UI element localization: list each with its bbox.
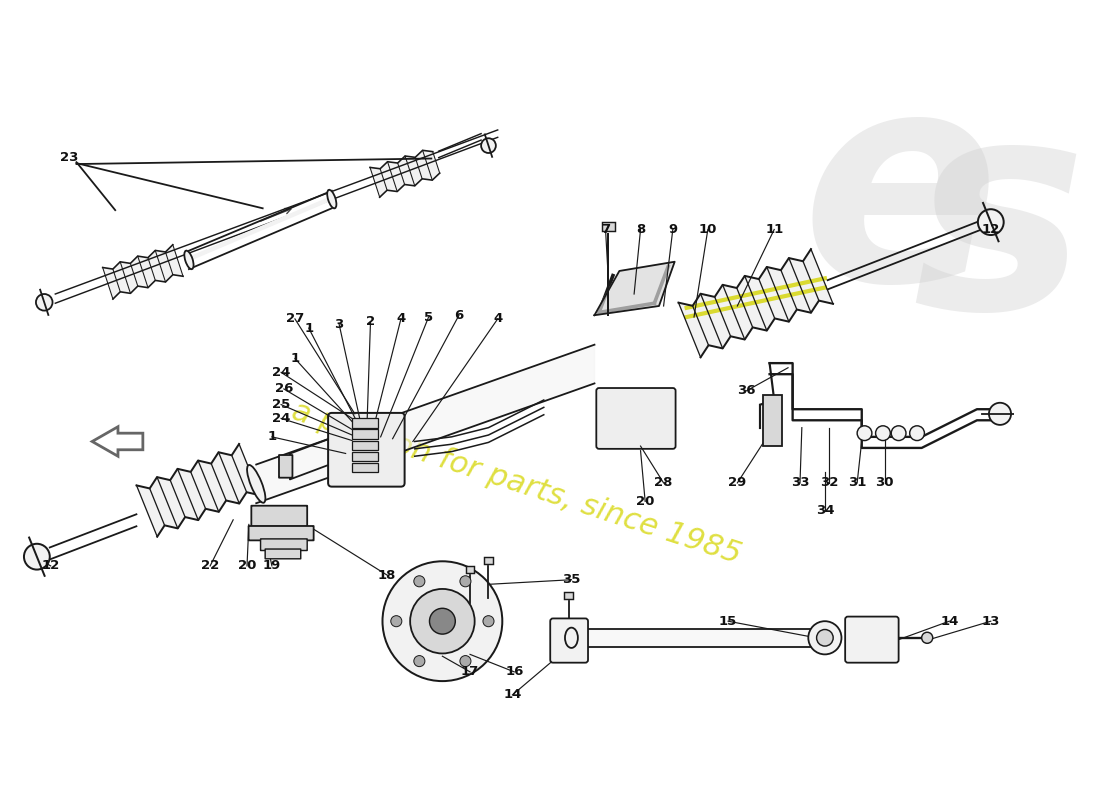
Text: 13: 13 [981,614,1000,628]
Text: 14: 14 [504,689,521,702]
Text: 36: 36 [737,384,756,398]
Circle shape [429,608,455,634]
Circle shape [460,576,471,587]
Polygon shape [102,245,183,299]
Circle shape [816,630,833,646]
Circle shape [36,294,53,310]
FancyBboxPatch shape [352,441,378,450]
Circle shape [891,426,906,441]
Text: 20: 20 [636,495,654,508]
FancyBboxPatch shape [328,413,405,486]
Text: 2: 2 [366,315,375,328]
Circle shape [414,576,425,587]
Text: 1: 1 [305,322,314,334]
FancyBboxPatch shape [265,549,300,559]
Circle shape [481,138,496,153]
Polygon shape [256,345,594,503]
Text: 32: 32 [821,477,838,490]
Circle shape [383,562,503,681]
Text: 25: 25 [272,398,290,411]
FancyBboxPatch shape [249,526,313,540]
FancyBboxPatch shape [279,455,293,478]
Ellipse shape [565,628,578,648]
Polygon shape [370,150,440,198]
Text: 26: 26 [275,382,293,395]
FancyBboxPatch shape [261,539,307,550]
FancyBboxPatch shape [352,462,378,472]
Polygon shape [679,249,833,358]
Circle shape [857,426,872,441]
FancyBboxPatch shape [352,430,378,438]
Text: 9: 9 [668,223,678,236]
Text: 17: 17 [461,666,480,678]
Text: 1: 1 [290,352,299,365]
Text: 4: 4 [493,312,503,326]
Circle shape [414,655,425,666]
Circle shape [876,426,890,441]
Ellipse shape [185,250,194,269]
Text: 1: 1 [267,430,276,443]
Circle shape [460,655,471,666]
FancyBboxPatch shape [466,566,474,573]
Polygon shape [136,444,260,537]
Text: 16: 16 [505,666,524,678]
Text: 30: 30 [876,477,894,490]
Circle shape [910,426,924,441]
Text: 35: 35 [562,574,581,586]
Text: 33: 33 [791,477,810,490]
FancyBboxPatch shape [352,418,378,428]
Text: 22: 22 [201,559,219,572]
Polygon shape [571,629,829,647]
Text: 23: 23 [59,151,78,164]
Circle shape [483,616,494,626]
Text: 11: 11 [766,223,783,236]
Text: 5: 5 [424,310,433,323]
Text: 8: 8 [636,223,646,236]
Ellipse shape [327,190,337,208]
FancyBboxPatch shape [352,452,378,461]
Polygon shape [594,262,674,315]
Text: 24: 24 [272,366,290,379]
FancyBboxPatch shape [602,222,615,231]
Text: 19: 19 [263,559,280,572]
Text: 7: 7 [601,223,610,236]
Text: a passion for parts, since 1985: a passion for parts, since 1985 [288,397,745,570]
Text: 24: 24 [272,412,290,425]
Text: 15: 15 [719,614,737,628]
Text: 34: 34 [815,504,834,517]
Ellipse shape [248,465,265,502]
FancyBboxPatch shape [564,592,573,599]
FancyBboxPatch shape [763,395,782,446]
Text: 12: 12 [42,559,59,572]
FancyBboxPatch shape [484,557,493,564]
FancyBboxPatch shape [845,617,899,662]
Text: 28: 28 [654,477,673,490]
FancyBboxPatch shape [550,618,588,662]
FancyBboxPatch shape [251,506,307,526]
Circle shape [989,402,1011,425]
Text: 31: 31 [848,477,867,490]
Text: 18: 18 [378,569,396,582]
Circle shape [808,621,842,654]
Text: 27: 27 [286,312,304,326]
Circle shape [390,616,402,626]
Text: 14: 14 [940,614,958,628]
Text: e: e [802,59,1000,342]
Text: 3: 3 [334,318,344,331]
Text: 20: 20 [238,559,256,572]
Text: 12: 12 [981,223,1000,236]
Circle shape [922,632,933,643]
Circle shape [410,589,475,654]
Circle shape [978,210,1003,235]
Text: 10: 10 [698,223,717,236]
Text: s: s [912,86,1086,370]
Circle shape [24,544,50,570]
FancyBboxPatch shape [596,388,675,449]
Text: 29: 29 [728,477,747,490]
Text: 6: 6 [454,309,463,322]
Text: 4: 4 [396,312,406,326]
